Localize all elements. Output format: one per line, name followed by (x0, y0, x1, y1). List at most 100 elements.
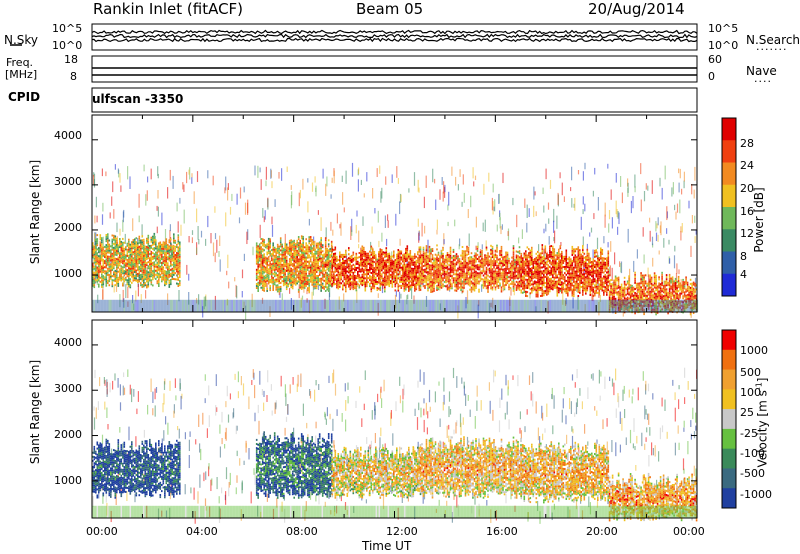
heatmap-cell (485, 256, 488, 259)
heatmap-cell (300, 284, 303, 286)
heatmap-cell (391, 259, 394, 262)
heatmap-cell (105, 270, 108, 273)
heatmap-cell (101, 237, 103, 240)
heatmap-cell (577, 296, 579, 310)
heatmap-cell (539, 258, 541, 273)
heatmap-cell (446, 278, 449, 281)
heatmap-cell (493, 258, 495, 261)
heatmap-cell (452, 279, 455, 282)
heatmap-cell (496, 281, 498, 284)
heatmap-cell (135, 241, 138, 244)
heatmap-cell (369, 270, 371, 273)
heatmap-cell (272, 254, 274, 257)
heatmap-cell (466, 282, 468, 285)
heatmap-cell (412, 263, 415, 266)
heatmap-cell (138, 253, 141, 256)
heatmap-cell (303, 274, 306, 277)
heatmap-cell (457, 261, 459, 264)
heatmap-cell (158, 285, 160, 287)
heatmap-cell (466, 253, 468, 256)
heatmap-cell (378, 273, 380, 276)
heatmap-cell (454, 273, 456, 276)
heatmap-cell (279, 241, 282, 244)
heatmap-cell (279, 257, 282, 260)
heatmap-cell (177, 250, 180, 253)
heatmap-cell (264, 274, 267, 277)
heatmap-cell (611, 217, 613, 229)
heatmap-cell (455, 275, 458, 278)
heatmap-cell (403, 277, 406, 280)
heatmap-cell (93, 245, 96, 248)
heatmap-cell (430, 252, 432, 255)
heatmap-cell (481, 249, 483, 252)
heatmap-cell (326, 282, 328, 285)
heatmap-cell (278, 249, 280, 252)
heatmap-cell (381, 253, 383, 256)
heatmap-cell (92, 242, 94, 245)
heatmap-cell (461, 290, 464, 293)
heatmap-cell (496, 246, 498, 249)
heatmap-cell (324, 298, 326, 309)
heatmap-cell (167, 266, 169, 269)
heatmap-cell (299, 244, 301, 246)
heatmap-cell (418, 265, 420, 274)
heatmap-cell (381, 283, 383, 286)
heatmap-cell (108, 261, 111, 264)
heatmap-cell (503, 261, 506, 264)
heatmap-cell (264, 256, 267, 259)
heatmap-cell (528, 276, 530, 279)
heatmap-cell (399, 270, 401, 273)
heatmap-cell (261, 280, 264, 283)
heatmap-cell (393, 254, 395, 257)
heatmap-cell (385, 253, 388, 256)
heatmap-cell (311, 267, 313, 270)
date-label: 20/Aug/2014 (588, 0, 685, 18)
heatmap-cell (150, 263, 153, 265)
heatmap-cell (514, 275, 516, 278)
heatmap-cell (305, 260, 307, 263)
heatmap-cell (439, 261, 441, 264)
heatmap-cell (352, 284, 355, 287)
heatmap-cell (113, 246, 115, 249)
heatmap-cell (430, 278, 432, 281)
heatmap-cell (285, 275, 288, 278)
heatmap-cell (263, 275, 265, 278)
heatmap-cell (306, 279, 309, 282)
heatmap-cell (288, 254, 291, 257)
heatmap-cell (409, 256, 412, 259)
heatmap-cell (378, 240, 380, 248)
heatmap-cell (255, 262, 258, 265)
heatmap-cell (355, 224, 357, 234)
heatmap-cell (267, 243, 270, 246)
heatmap-cell (264, 262, 267, 265)
heatmap-cell (455, 176, 457, 186)
heatmap-cell (128, 250, 130, 253)
heatmap-cell (394, 294, 397, 309)
heatmap-cell (683, 180, 685, 189)
heatmap-cell (329, 284, 331, 287)
heatmap-cell (320, 245, 322, 248)
heatmap-cell (99, 262, 102, 265)
heatmap-cell (312, 247, 315, 249)
heatmap-cell (490, 281, 492, 284)
heatmap-cell (137, 238, 139, 245)
heatmap-cell (358, 270, 361, 273)
heatmap-cell (505, 257, 507, 260)
heatmap-cell (177, 252, 180, 255)
heatmap-cell (497, 280, 500, 283)
heatmap-cell (387, 259, 389, 262)
heatmap-cell (428, 284, 431, 287)
heatmap-cell (114, 261, 117, 264)
heatmap-cell (102, 277, 105, 280)
heatmap-cell (323, 279, 325, 282)
heatmap-cell (419, 262, 422, 265)
heatmap-cell (370, 253, 373, 256)
heatmap-cell (315, 260, 318, 263)
heatmap-cell (442, 246, 444, 249)
heatmap-cell (168, 267, 171, 270)
heatmap-cell (196, 298, 198, 304)
heatmap-cell (323, 275, 325, 278)
heatmap-cell (491, 252, 494, 254)
heatmap-cell (278, 245, 280, 248)
heatmap-cell (336, 268, 338, 271)
